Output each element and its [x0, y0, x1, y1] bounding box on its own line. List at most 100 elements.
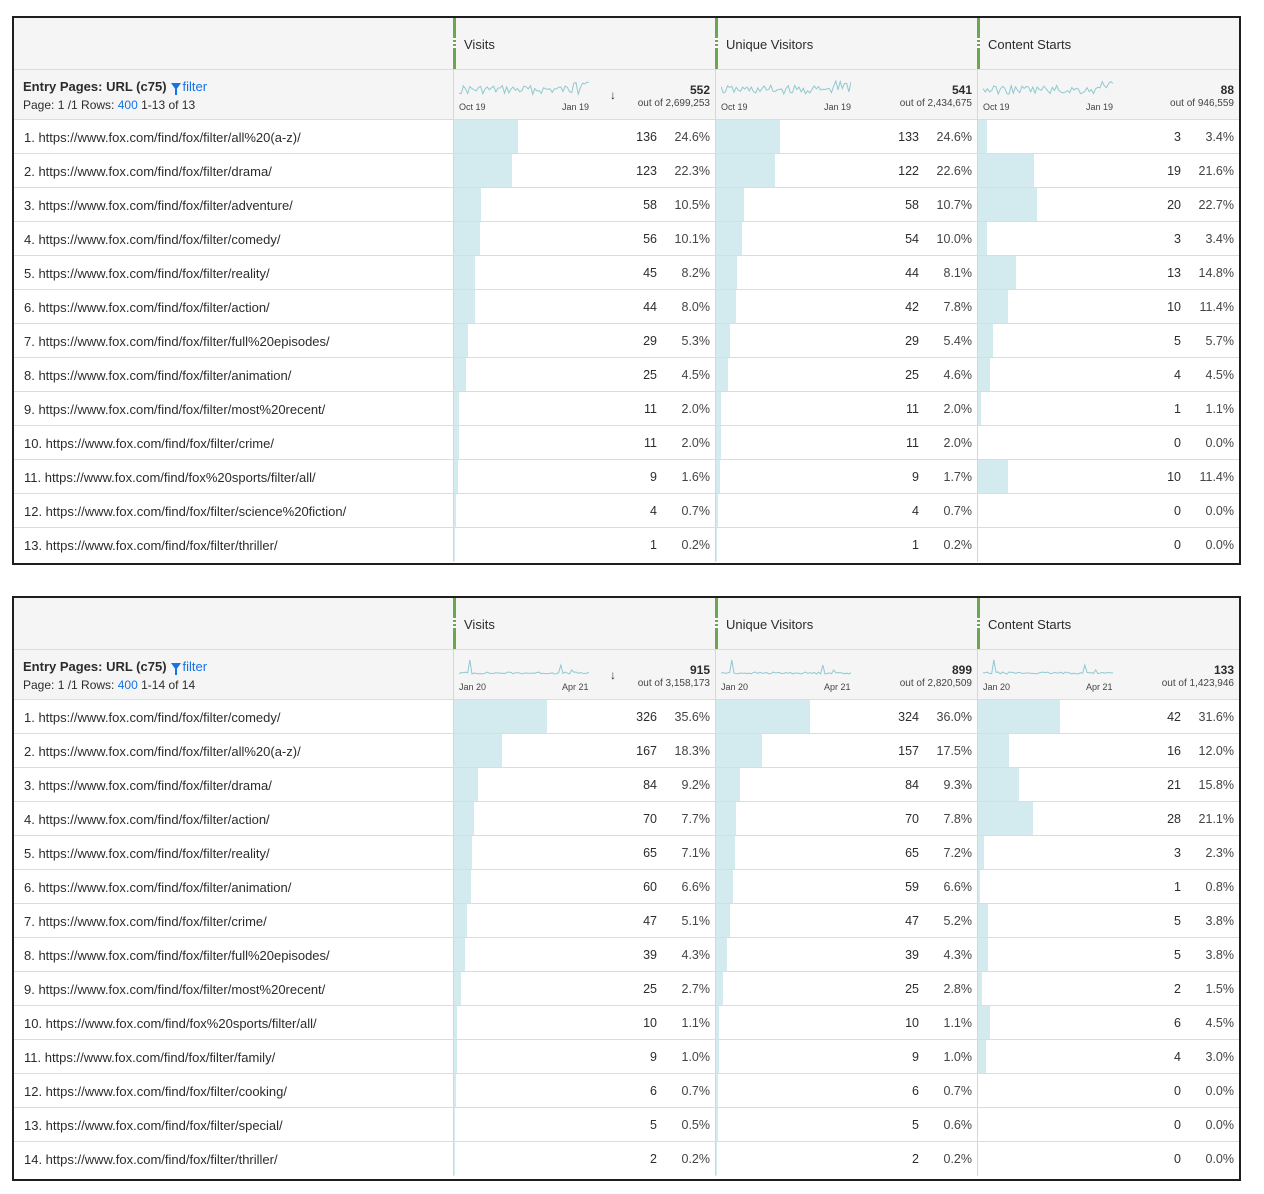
metric-value-cell[interactable]: 70 7.7% — [453, 802, 715, 835]
metric-value-cell[interactable]: 70 7.8% — [715, 802, 977, 835]
entry-page-url[interactable]: 11. https://www.fox.com/find/fox/filter/… — [24, 1050, 276, 1065]
dimension-cell[interactable]: 5. https://www.fox.com/find/fox/filter/r… — [14, 256, 453, 289]
table-row[interactable]: 11. https://www.fox.com/find/fox/filter/… — [14, 1040, 1239, 1074]
entry-page-url[interactable]: 8. https://www.fox.com/find/fox/filter/a… — [24, 368, 292, 383]
metric-value-cell[interactable]: 10 11.4% — [977, 290, 1239, 323]
metric-value-cell[interactable]: 6 0.7% — [715, 1074, 977, 1107]
metric-value-cell[interactable]: 11 2.0% — [715, 426, 977, 459]
table-row[interactable]: 5. https://www.fox.com/find/fox/filter/r… — [14, 256, 1239, 290]
rows-per-page-link[interactable]: 400 — [117, 98, 138, 112]
metric-value-cell[interactable]: 0 0.0% — [977, 494, 1239, 527]
dimension-cell[interactable]: 2. https://www.fox.com/find/fox/filter/d… — [14, 154, 453, 187]
metric-value-cell[interactable]: 65 7.1% — [453, 836, 715, 869]
dimension-cell[interactable]: 6. https://www.fox.com/find/fox/filter/a… — [14, 870, 453, 903]
metric-value-cell[interactable]: 9 1.0% — [715, 1040, 977, 1073]
metric-value-cell[interactable]: 25 4.6% — [715, 358, 977, 391]
metric-value-cell[interactable]: 9 1.0% — [453, 1040, 715, 1073]
table-row[interactable]: 12. https://www.fox.com/find/fox/filter/… — [14, 494, 1239, 528]
metric-value-cell[interactable]: 3 3.4% — [977, 120, 1239, 153]
dimension-cell[interactable]: 12. https://www.fox.com/find/fox/filter/… — [14, 494, 453, 527]
metric-value-cell[interactable]: 3 3.4% — [977, 222, 1239, 255]
metric-value-cell[interactable]: 21 15.8% — [977, 768, 1239, 801]
metric-value-cell[interactable]: 1 0.8% — [977, 870, 1239, 903]
metric-value-cell[interactable]: 39 4.3% — [715, 938, 977, 971]
metric-value-cell[interactable]: 39 4.3% — [453, 938, 715, 971]
dimension-cell[interactable]: 5. https://www.fox.com/find/fox/filter/r… — [14, 836, 453, 869]
dimension-cell[interactable]: 7. https://www.fox.com/find/fox/filter/c… — [14, 904, 453, 937]
table-row[interactable]: 9. https://www.fox.com/find/fox/filter/m… — [14, 972, 1239, 1006]
table-row[interactable]: 8. https://www.fox.com/find/fox/filter/a… — [14, 358, 1239, 392]
metric-value-cell[interactable]: 42 7.8% — [715, 290, 977, 323]
entry-page-url[interactable]: 14. https://www.fox.com/find/fox/filter/… — [24, 1152, 278, 1167]
metric-column-header[interactable]: Unique Visitors — [715, 598, 977, 649]
metric-value-cell[interactable]: 25 2.7% — [453, 972, 715, 1005]
metric-value-cell[interactable]: 0 0.0% — [977, 1074, 1239, 1107]
metric-value-cell[interactable]: 2 1.5% — [977, 972, 1239, 1005]
metric-value-cell[interactable]: 136 24.6% — [453, 120, 715, 153]
metric-value-cell[interactable]: 9 1.7% — [715, 460, 977, 493]
dimension-cell[interactable]: 4. https://www.fox.com/find/fox/filter/c… — [14, 222, 453, 255]
entry-page-url[interactable]: 7. https://www.fox.com/find/fox/filter/c… — [24, 914, 267, 929]
metric-value-cell[interactable]: 0 0.0% — [977, 426, 1239, 459]
entry-page-url[interactable]: 8. https://www.fox.com/find/fox/filter/f… — [24, 948, 330, 963]
table-row[interactable]: 3. https://www.fox.com/find/fox/filter/d… — [14, 768, 1239, 802]
metric-value-cell[interactable]: 9 1.6% — [453, 460, 715, 493]
metric-value-cell[interactable]: 11 2.0% — [453, 392, 715, 425]
table-row[interactable]: 7. https://www.fox.com/find/fox/filter/f… — [14, 324, 1239, 358]
metric-value-cell[interactable]: 1 0.2% — [453, 528, 715, 562]
dimension-cell[interactable]: 14. https://www.fox.com/find/fox/filter/… — [14, 1142, 453, 1176]
metric-value-cell[interactable]: 58 10.7% — [715, 188, 977, 221]
metric-value-cell[interactable]: 10 1.1% — [453, 1006, 715, 1039]
metric-value-cell[interactable]: 59 6.6% — [715, 870, 977, 903]
entry-page-url[interactable]: 12. https://www.fox.com/find/fox/filter/… — [24, 504, 347, 519]
metric-value-cell[interactable]: 0 0.0% — [977, 1108, 1239, 1141]
table-row[interactable]: 8. https://www.fox.com/find/fox/filter/f… — [14, 938, 1239, 972]
metric-value-cell[interactable]: 324 36.0% — [715, 700, 977, 733]
table-row[interactable]: 2. https://www.fox.com/find/fox/filter/d… — [14, 154, 1239, 188]
drag-handle-icon[interactable] — [453, 38, 456, 50]
metric-value-cell[interactable]: 84 9.2% — [453, 768, 715, 801]
metric-value-cell[interactable]: 45 8.2% — [453, 256, 715, 289]
metric-value-cell[interactable]: 6 4.5% — [977, 1006, 1239, 1039]
entry-page-url[interactable]: 9. https://www.fox.com/find/fox/filter/m… — [24, 402, 326, 417]
dimension-cell[interactable]: 2. https://www.fox.com/find/fox/filter/a… — [14, 734, 453, 767]
entry-page-url[interactable]: 4. https://www.fox.com/find/fox/filter/a… — [24, 812, 270, 827]
dimension-cell[interactable]: 11. https://www.fox.com/find/fox/filter/… — [14, 1040, 453, 1073]
dimension-cell[interactable]: 3. https://www.fox.com/find/fox/filter/a… — [14, 188, 453, 221]
entry-page-url[interactable]: 9. https://www.fox.com/find/fox/filter/m… — [24, 982, 326, 997]
dimension-cell[interactable]: 1. https://www.fox.com/find/fox/filter/a… — [14, 120, 453, 153]
entry-page-url[interactable]: 5. https://www.fox.com/find/fox/filter/r… — [24, 266, 270, 281]
table-row[interactable]: 14. https://www.fox.com/find/fox/filter/… — [14, 1142, 1239, 1176]
metric-value-cell[interactable]: 10 1.1% — [715, 1006, 977, 1039]
metric-value-cell[interactable]: 56 10.1% — [453, 222, 715, 255]
metric-value-cell[interactable]: 47 5.1% — [453, 904, 715, 937]
table-row[interactable]: 13. https://www.fox.com/find/fox/filter/… — [14, 528, 1239, 562]
metric-value-cell[interactable]: 42 31.6% — [977, 700, 1239, 733]
entry-page-url[interactable]: 1. https://www.fox.com/find/fox/filter/c… — [24, 710, 281, 725]
metric-column-header[interactable]: Visits — [453, 598, 715, 649]
rows-per-page-link[interactable]: 400 — [117, 678, 138, 692]
metric-value-cell[interactable]: 122 22.6% — [715, 154, 977, 187]
metric-value-cell[interactable]: 29 5.4% — [715, 324, 977, 357]
dimension-cell[interactable]: 10. https://www.fox.com/find/fox/filter/… — [14, 426, 453, 459]
metric-value-cell[interactable]: 25 2.8% — [715, 972, 977, 1005]
table-row[interactable]: 2. https://www.fox.com/find/fox/filter/a… — [14, 734, 1239, 768]
dimension-cell[interactable]: 3. https://www.fox.com/find/fox/filter/d… — [14, 768, 453, 801]
metric-value-cell[interactable]: 4 3.0% — [977, 1040, 1239, 1073]
metric-value-cell[interactable]: 44 8.0% — [453, 290, 715, 323]
dimension-cell[interactable]: 13. https://www.fox.com/find/fox/filter/… — [14, 1108, 453, 1141]
entry-page-url[interactable]: 3. https://www.fox.com/find/fox/filter/d… — [24, 778, 272, 793]
table-row[interactable]: 5. https://www.fox.com/find/fox/filter/r… — [14, 836, 1239, 870]
entry-page-url[interactable]: 5. https://www.fox.com/find/fox/filter/r… — [24, 846, 270, 861]
dimension-title[interactable]: Entry Pages: URL (c75) filter — [23, 659, 207, 675]
metric-value-cell[interactable]: 6 0.7% — [453, 1074, 715, 1107]
dimension-cell[interactable]: 4. https://www.fox.com/find/fox/filter/a… — [14, 802, 453, 835]
metric-value-cell[interactable]: 54 10.0% — [715, 222, 977, 255]
metric-value-cell[interactable]: 65 7.2% — [715, 836, 977, 869]
entry-page-url[interactable]: 4. https://www.fox.com/find/fox/filter/c… — [24, 232, 281, 247]
entry-page-url[interactable]: 10. https://www.fox.com/find/fox%20sport… — [24, 1016, 317, 1031]
drag-handle-icon[interactable] — [977, 38, 980, 50]
table-row[interactable]: 12. https://www.fox.com/find/fox/filter/… — [14, 1074, 1239, 1108]
dimension-cell[interactable]: 8. https://www.fox.com/find/fox/filter/f… — [14, 938, 453, 971]
table-row[interactable]: 7. https://www.fox.com/find/fox/filter/c… — [14, 904, 1239, 938]
